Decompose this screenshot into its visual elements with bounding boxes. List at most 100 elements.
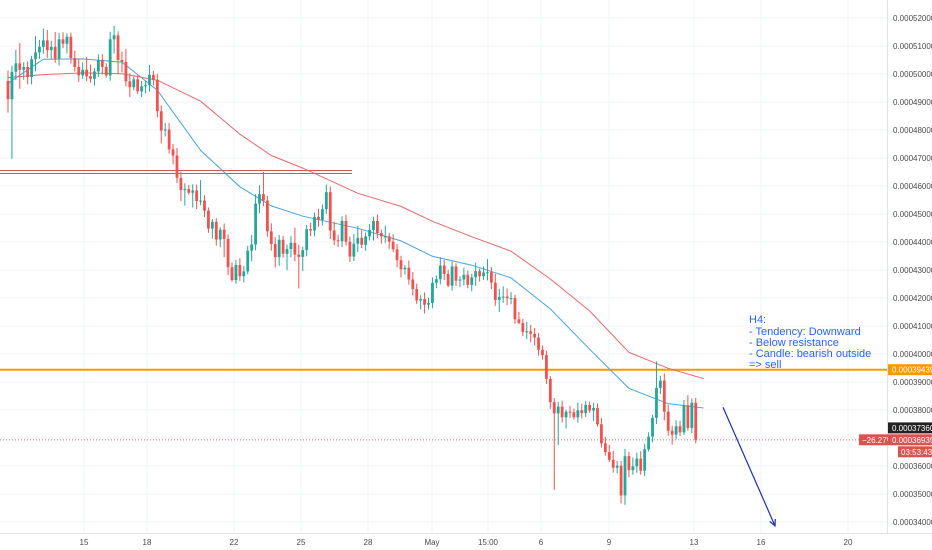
candle-body (321, 209, 324, 220)
candle (603, 437, 607, 456)
candle-body (45, 40, 49, 51)
candle-body (210, 221, 214, 229)
candle-body (277, 239, 281, 258)
candle (580, 403, 584, 419)
price-tick-label: 0.00042000 (893, 294, 932, 303)
candle-body (352, 243, 356, 257)
candle-body (81, 69, 85, 76)
candle-body (199, 200, 202, 202)
price-tick-label: 0.00043000 (893, 266, 932, 275)
candle-body (670, 430, 674, 435)
candle-body (203, 200, 206, 211)
candle (387, 233, 391, 249)
change-percent-badge: −26.27% (859, 434, 894, 446)
candle-body (486, 272, 489, 274)
candle-body (69, 36, 73, 59)
candle-body (466, 274, 470, 285)
candle-body (529, 331, 533, 334)
candle (517, 312, 521, 325)
candle-body (454, 266, 458, 281)
countdown-badge-label: 03:53:43 (901, 448, 932, 457)
candle (482, 266, 485, 280)
candle-body (187, 189, 191, 193)
candle-body (238, 264, 242, 277)
candle-body (18, 63, 22, 70)
candle-body (619, 465, 623, 496)
candle (26, 61, 30, 85)
candle-body (438, 265, 442, 280)
candle (615, 460, 619, 474)
candle-body (65, 36, 69, 44)
candle-body (462, 274, 466, 280)
price-tick-label: 0.00048000 (893, 126, 932, 135)
candle (596, 403, 599, 427)
candle (155, 73, 159, 118)
candle (321, 204, 324, 226)
candle-body (407, 267, 411, 280)
candles-layer (6, 25, 698, 505)
price-tick-label: 0.00034000 (893, 518, 932, 527)
candle (10, 65, 14, 159)
candle (690, 398, 694, 434)
candle-body (108, 39, 112, 76)
candle (678, 420, 682, 437)
candle (572, 408, 576, 420)
arrow-shaft (722, 406, 776, 527)
candle (332, 221, 336, 246)
candle (242, 266, 246, 283)
arrow-head (769, 518, 776, 528)
candle-body (387, 236, 391, 242)
candle (674, 420, 678, 440)
candle-body (592, 408, 595, 411)
candle (635, 452, 639, 473)
resistance-badge-bg (888, 364, 932, 376)
price-tick-label: 0.00038000 (893, 406, 932, 415)
candle (647, 432, 650, 452)
candle (250, 235, 254, 262)
candle-body (301, 250, 305, 257)
candle (521, 319, 525, 337)
candle-body (513, 298, 517, 320)
candle-body (411, 279, 415, 290)
candle (120, 51, 124, 73)
candle (556, 401, 560, 446)
candle-body (556, 406, 560, 414)
time-axis[interactable]: 15 18 22 25 28 May 15:00 6 9 13 16 20 (80, 538, 853, 547)
candle (269, 223, 273, 251)
candle-body (324, 192, 328, 210)
candle (96, 54, 100, 77)
candle (403, 265, 407, 275)
candle-body (254, 203, 257, 245)
candle-body (423, 299, 426, 305)
price-tick-label: 0.00051000 (893, 42, 932, 51)
candle (254, 194, 257, 251)
candle-body (458, 279, 462, 281)
candle (124, 49, 128, 87)
candle-body (647, 436, 650, 450)
price-tick-label: 0.00035000 (893, 490, 932, 499)
candle-body (446, 273, 450, 286)
candle-body (289, 242, 293, 249)
candle (419, 295, 423, 310)
candle (258, 185, 261, 214)
candle-body (545, 355, 548, 379)
candle-body (214, 221, 218, 240)
candle-body (383, 236, 387, 238)
candle (30, 55, 33, 85)
candle (187, 184, 191, 195)
candle (163, 123, 167, 137)
resistance-price-badge: 0.00039439 (888, 364, 932, 376)
candle (576, 402, 580, 423)
candle (584, 400, 588, 417)
candle (203, 195, 206, 218)
candle-body (269, 231, 273, 244)
candle (285, 244, 289, 271)
candle (18, 43, 22, 89)
candle-body (655, 387, 658, 418)
candle (588, 401, 592, 413)
candle-body (6, 81, 10, 100)
price-tick-label: 0.00052000 (893, 14, 932, 23)
candle (395, 243, 399, 268)
candle (108, 31, 112, 81)
